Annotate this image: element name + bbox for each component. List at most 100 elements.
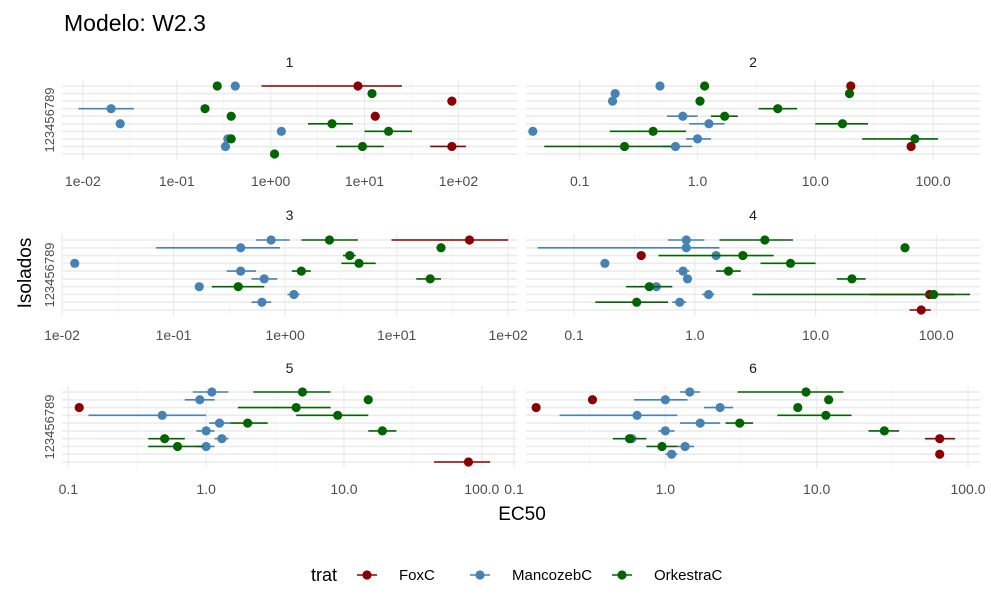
ec50-point: [692, 134, 703, 144]
ec50-point: [723, 266, 734, 276]
ec50-point: [760, 235, 770, 245]
ec50-point: [587, 395, 598, 405]
ec50-point: [291, 402, 301, 413]
ec50-point: [370, 111, 380, 121]
legend-key-point: [362, 570, 372, 580]
ec50-point: [212, 81, 222, 91]
ec50-point: [115, 119, 125, 129]
ec50-point: [793, 402, 803, 413]
ec50-point: [226, 134, 236, 144]
facet-panel-6: 6 0.1 1.0 10.0 100.0: [504, 360, 985, 497]
facet-panels: 1 1e-02 1e-01 1e+00 1e+01 1e+02 123456789 2 0.1 1…: [42, 54, 986, 497]
legend-key-point: [617, 570, 627, 580]
ec50-point: [675, 297, 685, 307]
ec50-point: [367, 88, 377, 99]
x-tick-label: 1e+02: [439, 173, 479, 189]
ec50-point: [916, 305, 926, 315]
ec50-point: [220, 141, 231, 152]
ec50-point: [773, 104, 783, 114]
ec50-point: [879, 426, 889, 436]
ec50-point: [844, 88, 855, 99]
ec50-point: [230, 81, 240, 91]
ec50-point: [644, 282, 654, 292]
ec50-point: [345, 250, 355, 261]
ec50-point: [619, 141, 630, 152]
y-tick-label: 123456789: [42, 242, 57, 307]
ec50-point: [357, 141, 368, 152]
x-tick-label: 1.0: [196, 481, 216, 497]
ec50-point: [259, 274, 269, 284]
ec50-point: [201, 426, 211, 436]
ec50-point: [447, 141, 457, 152]
legend-title: trat: [311, 565, 337, 585]
facet-label: 4: [749, 207, 757, 223]
ec50-point: [297, 387, 308, 397]
ec50-point: [847, 274, 857, 284]
ec50-point: [700, 81, 710, 91]
ec50-point: [704, 119, 714, 129]
x-tick-label: 1e-02: [65, 173, 101, 189]
ec50-point: [172, 441, 183, 452]
ec50-point: [266, 235, 276, 245]
ec50-point: [257, 297, 267, 307]
ec50-point: [600, 258, 610, 268]
y-axis-label: Isolados: [15, 238, 36, 309]
x-tick-label: 1.0: [656, 481, 676, 497]
ec50-point: [74, 402, 84, 413]
y-tick-label: 123456789: [42, 87, 57, 152]
facet-panel-1: 1 1e-02 1e-01 1e+00 1e+01 1e+02 123456789: [42, 54, 517, 189]
ec50-point: [681, 235, 691, 245]
ec50-point: [217, 434, 227, 444]
ec50-point: [447, 96, 457, 106]
ec50-point: [233, 282, 243, 292]
ec50-point: [353, 81, 363, 91]
ec50-point: [695, 96, 705, 106]
x-tick-label: 100.0: [919, 327, 954, 343]
x-tick-label: 1.0: [685, 327, 705, 343]
chart-title: Modelo: W2.3: [64, 10, 206, 36]
ec50-point: [194, 282, 204, 292]
ec50-point: [636, 250, 646, 261]
ec50-point: [935, 449, 945, 459]
ec50-point: [207, 387, 217, 397]
ec50-point: [678, 266, 688, 276]
ec50-point: [715, 402, 725, 413]
x-tick-label: 100.0: [916, 173, 951, 189]
ec50-point: [70, 258, 80, 268]
y-tick-label: 123456789: [42, 394, 57, 459]
ec50-point: [289, 289, 299, 300]
x-tick-label: 10.0: [802, 327, 829, 343]
ec50-point: [735, 418, 745, 428]
ec50-point: [377, 426, 388, 436]
ec50-point: [236, 266, 246, 276]
ec50-point: [226, 111, 236, 121]
facet-label: 5: [286, 360, 294, 376]
ec50-point: [236, 243, 246, 253]
ec50-point: [327, 119, 337, 129]
ec50-point: [648, 126, 658, 136]
ec50-point: [464, 235, 475, 245]
x-tick-label: 10.0: [802, 173, 829, 189]
x-tick-label: 1e+00: [251, 173, 291, 189]
ec50-point: [682, 274, 693, 284]
x-tick-label: 0.1: [564, 327, 584, 343]
x-tick-label: 1e-01: [156, 327, 192, 343]
ec50-point: [935, 434, 945, 444]
legend-entry: FoxС: [399, 567, 435, 584]
ec50-point: [681, 243, 691, 253]
ec50-point: [463, 457, 474, 467]
ec50-point: [680, 441, 690, 452]
ec50-point: [354, 258, 364, 268]
x-tick-label: 1e+02: [489, 327, 529, 343]
facet-label: 2: [749, 54, 757, 70]
ec50-point: [425, 274, 435, 284]
ec50-point: [846, 81, 856, 91]
ec50-point: [655, 81, 665, 91]
ec50-point: [528, 126, 538, 136]
x-tick-label: 1e+00: [265, 327, 305, 343]
ec50-point: [900, 243, 910, 253]
legend-entry: OrkestraС: [654, 567, 723, 584]
legend-key-point: [475, 570, 485, 580]
ec50-point: [201, 441, 211, 452]
